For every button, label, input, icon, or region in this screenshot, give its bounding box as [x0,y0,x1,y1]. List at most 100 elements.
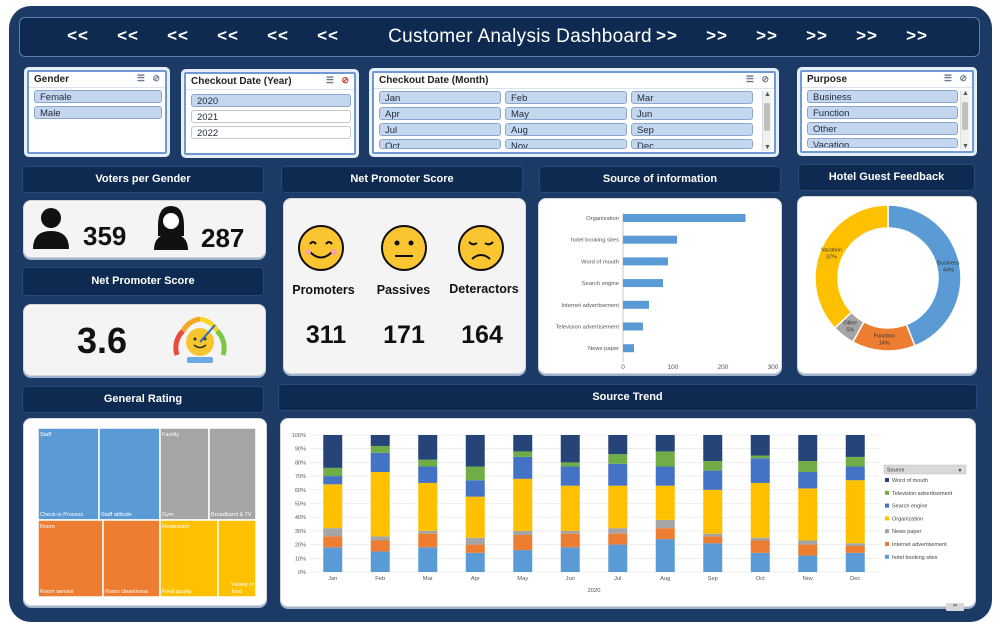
nps-score-value: 3.6 [77,320,128,361]
category-label: Internet advertisement [561,303,619,309]
stack-segment [513,550,533,572]
y-tick-label: 10% [295,556,306,562]
slice-business [887,204,962,347]
stack-segment [703,489,723,534]
y-tick-label: 40% [295,515,306,521]
slicer-item-sep[interactable]: Sep [631,123,753,136]
slicer-item-apr[interactable]: Apr [379,107,501,120]
legend-swatch [885,516,889,521]
stack-segment [608,463,628,486]
multi-select-icon[interactable]: ☰ [136,73,145,83]
month-scrollbar[interactable]: ▲ ▼ [762,91,771,151]
scroll-up-icon[interactable]: ▲ [962,90,969,97]
male-voters-count: 359 [83,221,127,251]
slicer-item-business[interactable]: Business [807,90,958,103]
stack-segment [513,478,533,531]
stack-segment [655,539,675,572]
stack-segment [465,496,485,538]
slicer-item-2021[interactable]: 2021 [191,110,351,123]
scroll-down-icon[interactable]: ▼ [962,143,969,150]
slicer-item-vacation[interactable]: Vacation [807,138,958,148]
purpose-scrollbar[interactable]: ▲ ▼ [960,90,969,150]
stack-segment [798,544,818,556]
right-arrow-4: >> [806,26,828,45]
source-trend-card: 0% 10% 20% 30% 40% 50% 60% 70% 80% 90% 100% Jan Feb M… [280,418,976,607]
gender-slicer[interactable]: Gender ☰ ⊘ Female Male [27,70,167,154]
year-slicer[interactable]: Checkout Date (Year) ☰ ⊘ 2020 2021 2022 [184,72,356,155]
resize-handle-icon[interactable]: ▪▪ [946,603,964,611]
x-tick-label: 300 [768,364,779,371]
slicer-item-2022[interactable]: 2022 [191,126,351,139]
slicer-item-jan[interactable]: Jan [379,91,501,104]
scroll-thumb[interactable] [764,103,770,131]
x-tick-label: Dec [850,576,860,582]
general-rating-treemap: Staff Check-in Process Staff attitude Facil… [37,427,257,598]
slicer-item-other[interactable]: Other [807,122,958,135]
clear-filter-icon[interactable]: ⊘ [341,75,349,85]
right-arrow-6: >> [906,26,928,45]
stack-segment [750,540,770,553]
stack-segment [418,533,438,548]
source-info-label: Source of information [540,167,780,192]
stack-segment [608,533,628,545]
treemap-item-label: Variety of [231,582,254,588]
nps-score-card: 3.6 [23,304,266,376]
passives-label: Passives [376,283,431,297]
slicer-item-oct[interactable]: Oct [379,139,501,149]
slicer-item-function[interactable]: Function [807,106,958,119]
stack-segment [608,435,628,455]
female-user-icon [154,206,188,250]
stack-segment [845,543,865,546]
slicer-item-male[interactable]: Male [34,106,162,119]
clear-filter-icon[interactable]: ⊘ [152,73,160,83]
treemap-cell [37,519,104,598]
slice-label-business: Business 44% [937,260,960,273]
stack-segment [323,467,343,477]
legend-label: Television advertisement [892,491,953,497]
slicer-item-dec[interactable]: Dec [631,139,753,149]
stack-segment [370,471,390,537]
slicer-item-mar[interactable]: Mar [631,91,753,104]
scroll-down-icon[interactable]: ▼ [764,144,771,151]
bar-organization [623,214,746,222]
legend-swatch [885,542,889,546]
legend-label: Internet advertisement [892,542,947,548]
scroll-up-icon[interactable]: ▲ [764,91,771,98]
stack-segment [845,466,865,481]
slicer-item-jun[interactable]: Jun [631,107,753,120]
slicer-item-jul[interactable]: Jul [379,123,501,136]
chevron-down-icon: ▼ [958,468,963,474]
multi-select-icon[interactable]: ☰ [943,73,952,83]
voters-per-gender-label: Voters per Gender [23,167,263,192]
multi-select-icon[interactable]: ☰ [745,74,754,84]
slicer-item-2020[interactable]: 2020 [191,94,351,107]
scroll-thumb[interactable] [962,102,968,130]
purpose-slicer[interactable]: Purpose ☰ ⊘ Business Function Other Vaca… [800,70,974,153]
bar-television-advertisement [623,322,643,331]
right-arrow-5: >> [856,26,878,45]
clear-filter-icon[interactable]: ⊘ [761,74,769,84]
slicer-item-nov[interactable]: Nov [505,139,627,149]
slicer-item-female[interactable]: Female [34,90,162,103]
clear-filter-icon[interactable]: ⊘ [959,73,967,83]
gender-slicer-title: Gender [34,74,70,85]
slice-label-other: Other 5% [843,321,857,334]
stack-segment [798,471,818,489]
stack-segment [560,533,580,548]
legend-label: hotel booking sites [892,555,938,561]
legend-label: News paper [892,529,922,535]
legend-swatch [885,478,889,482]
stack-segment [845,552,865,572]
slicer-item-may[interactable]: May [505,107,627,120]
slicer-item-aug[interactable]: Aug [505,123,627,136]
stack-segment [845,545,865,553]
stack-segment [560,547,580,572]
slicer-item-feb[interactable]: Feb [505,91,627,104]
stack-segment [323,536,343,548]
x-tick-label: Aug [660,576,670,582]
multi-select-icon[interactable]: ☰ [325,75,334,85]
stack-segment [655,485,675,520]
x-tick-label: Jun [566,576,575,582]
month-slicer[interactable]: Checkout Date (Month) ☰ ⊘ ▲ ▼ Jan Feb Mar A… [372,71,776,154]
stack-segment [655,451,675,467]
